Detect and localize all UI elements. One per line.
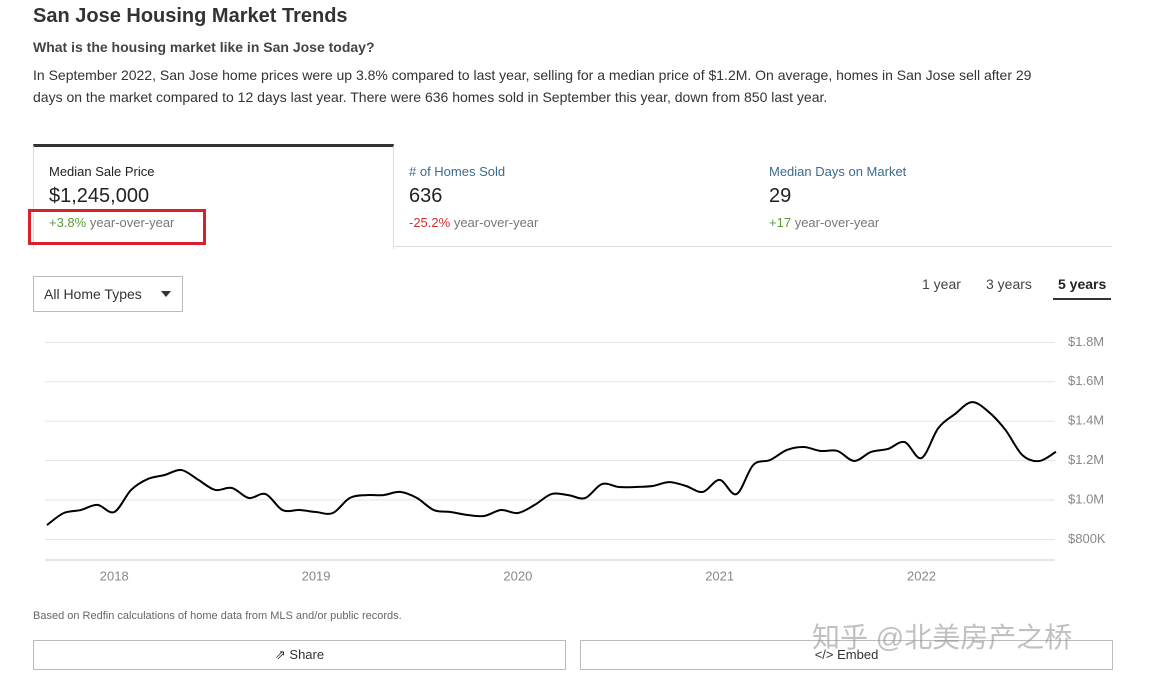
tab[interactable]	[753, 148, 1112, 245]
chart: $800K $1.0M $1.2M $1.4M $1.6M $1.8M 2018 2019 20…	[45, 334, 1106, 583]
y-tick-label: $800K	[1068, 531, 1106, 546]
tab-change: +3.8%	[49, 215, 87, 230]
tab-value: 636	[409, 185, 443, 207]
title: San Jose Housing Market Trends	[33, 5, 348, 27]
tab-period: year-over-year	[453, 215, 539, 230]
y-tick-label: $1.0M	[1068, 491, 1104, 506]
tab-value: $1,245,000	[49, 185, 150, 207]
button-label: Embed	[837, 647, 879, 662]
y-tick-label: $1.6M	[1068, 373, 1104, 388]
price-line	[46, 401, 1057, 526]
x-tick-label: 2021	[705, 568, 734, 583]
range-button[interactable]: 5 years	[1053, 276, 1112, 300]
tab-bar	[33, 145, 1112, 247]
caret	[161, 291, 171, 297]
x-tick-label: 2018	[100, 568, 129, 583]
y-tick-label: $1.4M	[1068, 413, 1104, 428]
x-tick-label: 2019	[302, 568, 331, 583]
description-line: days on the market compared to 12 days l…	[33, 89, 828, 105]
tab-label: # of Homes Sold	[409, 164, 506, 179]
footnote: Based on Redfin calculations of home dat…	[33, 610, 402, 622]
range-button[interactable]: 1 year	[922, 276, 961, 292]
x-tick-label: 2020	[503, 568, 532, 583]
dropdown-label: All Home Types	[44, 286, 142, 302]
description-line: In September 2022, San Jose home prices …	[33, 67, 1032, 83]
embed-button[interactable]: </> Embed	[580, 640, 1113, 670]
tab-active[interactable]	[33, 144, 394, 249]
range-button[interactable]: 3 years	[986, 276, 1032, 292]
highlight-box	[28, 209, 206, 245]
tab-period: year-over-year	[89, 215, 175, 230]
tab-change: -25.2%	[409, 215, 451, 230]
y-tick-label: $1.8M	[1068, 334, 1104, 349]
tab-change: +17	[769, 215, 792, 230]
tab-period: year-over-year	[794, 215, 880, 230]
subtitle: What is the housing market like in San J…	[33, 39, 375, 55]
y-tick-label: $1.2M	[1068, 452, 1104, 467]
tab-label: Median Sale Price	[49, 164, 155, 179]
dropdown[interactable]: All Home Types	[33, 276, 183, 312]
tab-label: Median Days on Market	[769, 164, 907, 179]
x-tick-label: 2022	[907, 568, 936, 583]
tab[interactable]	[393, 148, 752, 245]
tab-value: 29	[769, 185, 792, 207]
watermark: 知乎 @北美房产之桥	[812, 622, 1073, 653]
share-button[interactable]: ⇗ Share	[33, 640, 566, 670]
button-label: Share	[289, 647, 325, 662]
